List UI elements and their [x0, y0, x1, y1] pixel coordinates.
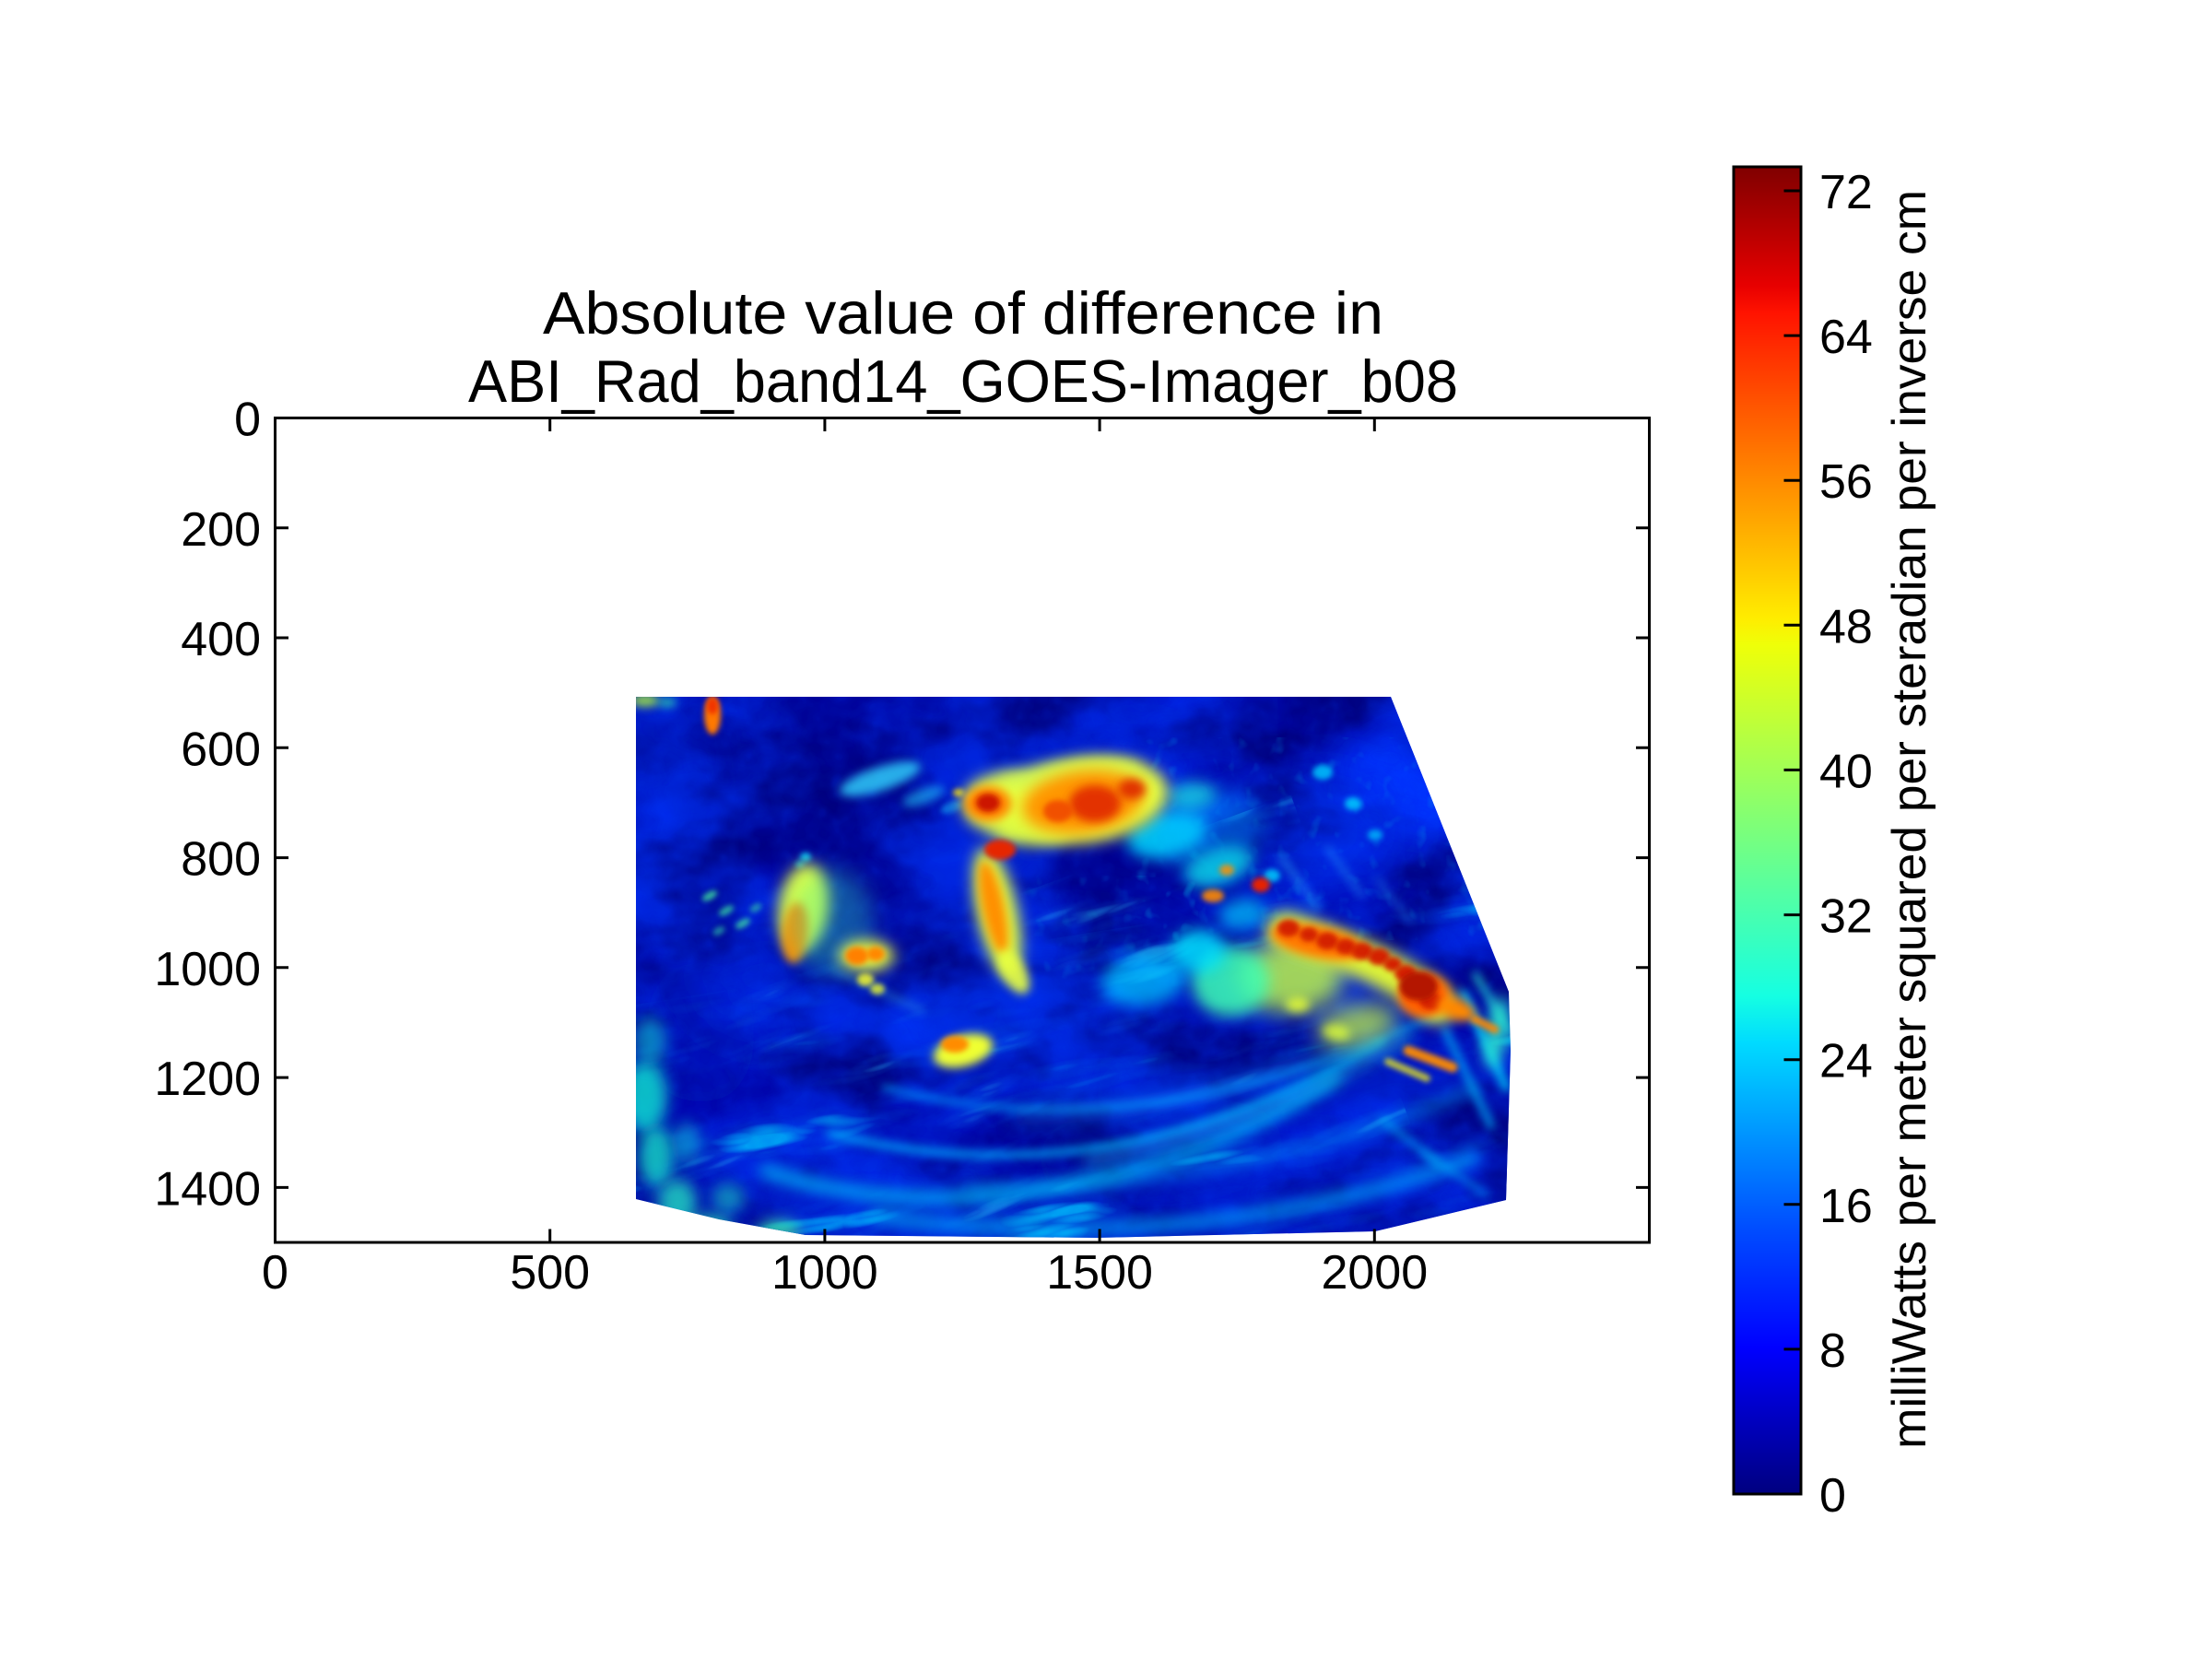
svg-text:1500: 1500	[1046, 1246, 1153, 1300]
svg-text:0: 0	[1819, 1469, 1846, 1523]
svg-text:1000: 1000	[154, 943, 261, 996]
svg-text:2000: 2000	[1321, 1246, 1428, 1300]
svg-text:40: 40	[1819, 745, 1873, 798]
svg-text:600: 600	[181, 723, 261, 776]
svg-text:16: 16	[1819, 1180, 1873, 1233]
svg-text:milliWatts per meter squared p: milliWatts per meter squared per steradi…	[1883, 190, 1936, 1449]
svg-text:1000: 1000	[771, 1246, 878, 1300]
svg-text:8: 8	[1819, 1324, 1846, 1378]
svg-text:200: 200	[181, 503, 261, 557]
svg-text:32: 32	[1819, 890, 1873, 944]
svg-text:24: 24	[1819, 1035, 1873, 1088]
svg-text:400: 400	[181, 613, 261, 666]
svg-text:0: 0	[234, 394, 261, 447]
svg-text:56: 56	[1819, 455, 1873, 509]
svg-text:1200: 1200	[154, 1053, 261, 1106]
svg-text:800: 800	[181, 833, 261, 887]
svg-text:1400: 1400	[154, 1162, 261, 1216]
svg-text:72: 72	[1819, 166, 1873, 219]
svg-text:0: 0	[262, 1246, 288, 1300]
svg-text:64: 64	[1819, 311, 1873, 364]
svg-text:Absolute value of difference i: Absolute value of difference in	[543, 279, 1383, 347]
svg-text:ABI_Rad_band14_GOES-Imager_b08: ABI_Rad_band14_GOES-Imager_b08	[468, 347, 1458, 415]
svg-text:500: 500	[510, 1246, 590, 1300]
svg-text:48: 48	[1819, 600, 1873, 653]
